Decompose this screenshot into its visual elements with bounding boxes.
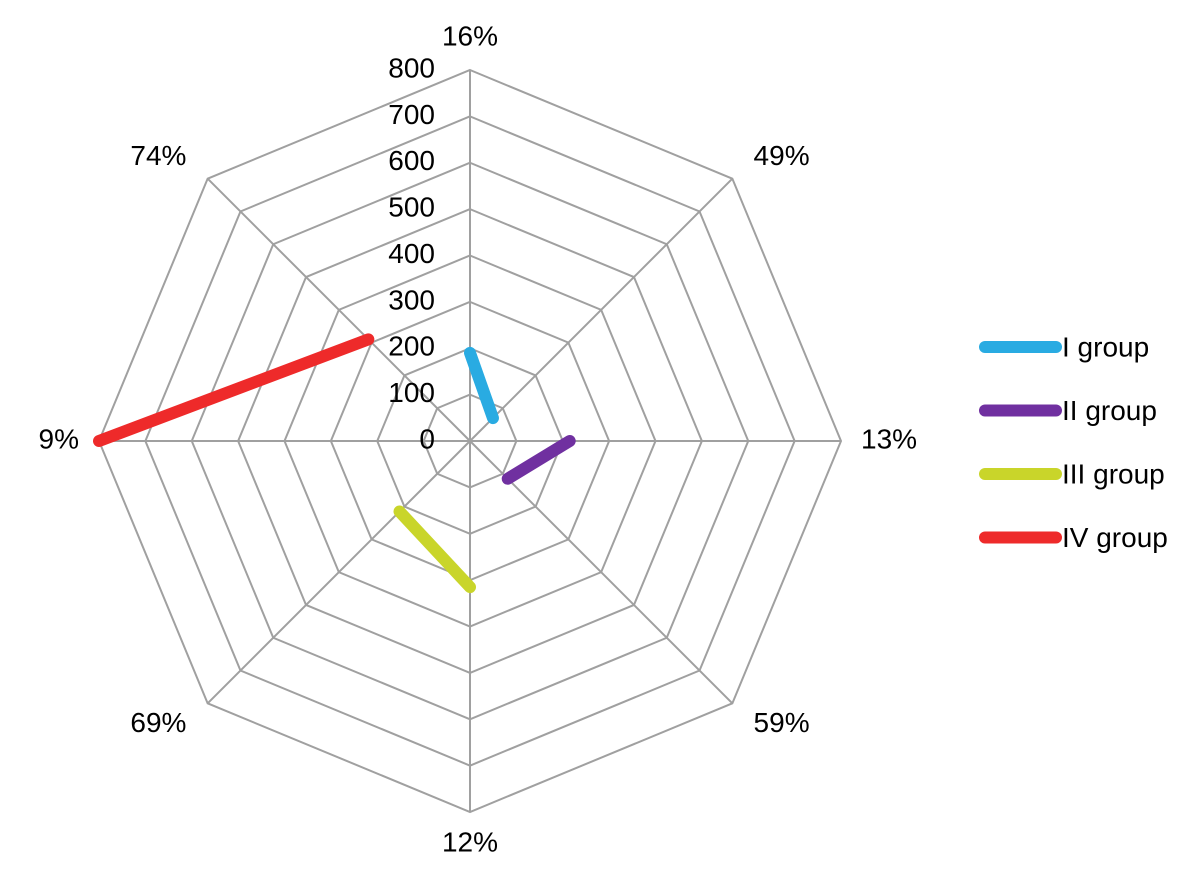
axis-spoke: [469, 440, 734, 705]
y-tick-label: 700: [388, 99, 435, 130]
category-label: 13%: [861, 423, 917, 454]
legend-label: IV group: [1062, 522, 1168, 553]
category-label: 9%: [39, 423, 79, 454]
legend-label: II group: [1062, 395, 1157, 426]
axis-spoke: [469, 177, 734, 442]
y-tick-label: 0: [419, 423, 435, 454]
category-label: 12%: [442, 826, 498, 857]
y-tick-label: 400: [388, 238, 435, 269]
axis-spoke: [206, 177, 471, 442]
y-tick-label: 500: [388, 192, 435, 223]
y-tick-label: 300: [388, 284, 435, 315]
axis-spoke: [206, 440, 471, 705]
category-label: 49%: [754, 140, 810, 171]
y-tick-label: 200: [388, 331, 435, 362]
category-label: 16%: [442, 20, 498, 51]
legend-label: III group: [1062, 458, 1165, 489]
series-line: [93, 333, 375, 447]
category-label: 59%: [754, 707, 810, 738]
y-tick-label: 800: [388, 52, 435, 83]
series-line: [464, 346, 499, 425]
legend-label: I group: [1062, 331, 1149, 362]
y-tick-label: 100: [388, 377, 435, 408]
category-label: 69%: [130, 707, 186, 738]
series-line: [393, 505, 476, 594]
series-line: [501, 435, 576, 485]
category-label: 74%: [130, 140, 186, 171]
y-tick-label: 600: [388, 145, 435, 176]
